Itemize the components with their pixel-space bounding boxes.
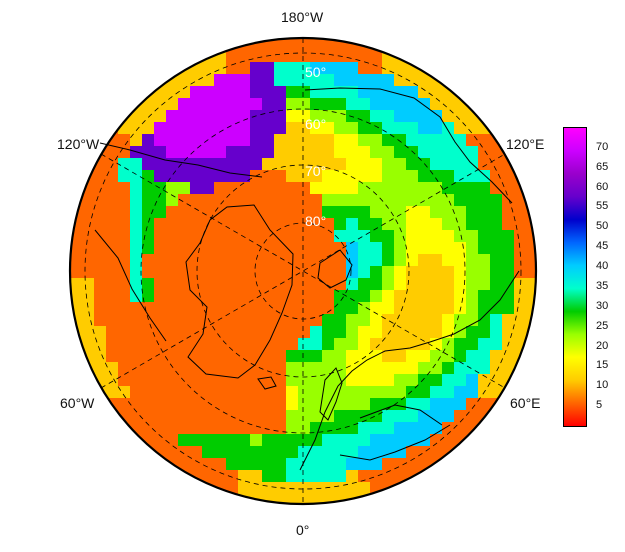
colorbar-tick: 5 xyxy=(596,399,603,412)
lon-label-0: 0° xyxy=(296,522,310,538)
colorbar-tick: 25 xyxy=(596,319,609,332)
colorbar-tick: 35 xyxy=(596,279,609,292)
lat-label-80: 80° xyxy=(305,213,326,229)
colorbar xyxy=(563,127,587,427)
lon-label-60e: 60°E xyxy=(510,395,541,411)
lon-label-120w: 120°W xyxy=(57,136,100,152)
lon-label-60w: 60°W xyxy=(60,395,95,411)
graticule-meridians xyxy=(100,38,506,504)
coastlines xyxy=(94,87,520,471)
latitude-labels: 50° 60° 70° 80° xyxy=(305,64,326,229)
map-outline xyxy=(68,36,538,506)
lat-label-60: 60° xyxy=(305,116,326,132)
lat-label-70: 70° xyxy=(305,163,326,179)
colorbar-tick: 50 xyxy=(596,220,609,233)
lat-label-50: 50° xyxy=(305,64,326,80)
colorbar-tick: 65 xyxy=(596,160,609,173)
colorbar-tick: 10 xyxy=(596,379,609,392)
lon-label-180w: 180°W xyxy=(281,9,324,25)
colorbar-tick: 60 xyxy=(596,180,609,193)
colorbar-tick: 40 xyxy=(596,260,609,273)
colorbar-tick: 55 xyxy=(596,200,609,213)
colorbar-tick: 45 xyxy=(596,240,609,253)
lon-label-120e: 120°E xyxy=(506,136,545,152)
colorbar-tick: 15 xyxy=(596,359,609,372)
colorbar-tick: 70 xyxy=(596,140,609,153)
colorbar-tick: 20 xyxy=(596,339,609,352)
map-disk xyxy=(70,38,536,504)
colorbar-tick: 30 xyxy=(596,299,609,312)
